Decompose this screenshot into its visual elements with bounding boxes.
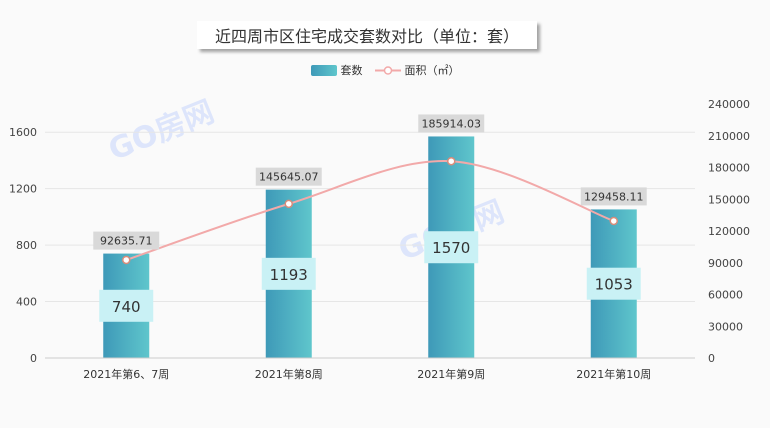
y-right-tick-4: 120000 xyxy=(708,225,750,238)
legend-item-line[interactable]: 面积（㎡） xyxy=(374,62,460,78)
line-point-2 xyxy=(447,156,456,166)
y-right-tick-3: 90000 xyxy=(708,257,743,270)
bar-label-0: 740 xyxy=(112,298,141,316)
bar-label-3: 1053 xyxy=(595,276,633,294)
x-tick-1: 2021年第8周 xyxy=(255,367,323,381)
line-label-bg-0 xyxy=(93,231,160,250)
legend-line-swatch xyxy=(374,65,401,75)
y-left-tick-2: 800 xyxy=(16,239,37,252)
y-right-tick-8: 240000 xyxy=(708,98,750,111)
x-tick-3: 2021年第10周 xyxy=(576,367,651,381)
line-label-bg-2 xyxy=(418,114,485,133)
bar-label-bg-0 xyxy=(99,289,154,322)
y-right-tick-6: 180000 xyxy=(708,162,750,175)
watermark-0: GO房网 xyxy=(104,94,219,168)
line-label-bg-3 xyxy=(580,187,647,206)
legend-bar-label: 套数 xyxy=(340,64,363,77)
y-right-tick-7: 210000 xyxy=(708,130,750,143)
y-left-tick-0: 0 xyxy=(30,352,37,365)
legend: 套数 面积（㎡） xyxy=(0,62,770,78)
line-label-3: 129458.11 xyxy=(584,190,644,203)
y-right-tick-5: 150000 xyxy=(708,193,750,206)
bar-label-bg-3 xyxy=(586,267,641,300)
bar-label-bg-1 xyxy=(261,257,316,290)
y-left-tick-3: 1200 xyxy=(9,183,37,196)
y-left-tick-4: 1600 xyxy=(9,126,37,139)
y-left-tick-1: 400 xyxy=(16,296,37,309)
line-point-0 xyxy=(122,255,131,265)
area-series-line xyxy=(125,160,615,261)
legend-line-label: 面积（㎡） xyxy=(404,64,460,77)
legend-item-bar[interactable]: 套数 xyxy=(310,62,363,78)
x-tick-0: 2021年第6、7周 xyxy=(83,367,169,381)
bar-label-2: 1570 xyxy=(432,239,470,257)
line-label-bg-1 xyxy=(255,167,322,186)
line-point-3 xyxy=(609,216,618,226)
line-label-2: 185914.03 xyxy=(422,117,482,130)
bar-label-bg-2 xyxy=(424,231,479,264)
line-point-1 xyxy=(284,199,293,209)
line-label-0: 92635.71 xyxy=(100,235,153,248)
chart-title: 近四周市区住宅成交套数对比（单位：套） xyxy=(197,21,537,49)
line-label-1: 145645.07 xyxy=(259,171,319,184)
legend-bar-swatch xyxy=(310,64,337,76)
y-right-tick-2: 60000 xyxy=(708,289,743,302)
y-right-tick-0: 0 xyxy=(708,352,715,365)
x-tick-2: 2021年第9周 xyxy=(417,367,485,381)
bar-label-1: 1193 xyxy=(270,266,308,284)
y-right-tick-1: 30000 xyxy=(708,320,743,333)
